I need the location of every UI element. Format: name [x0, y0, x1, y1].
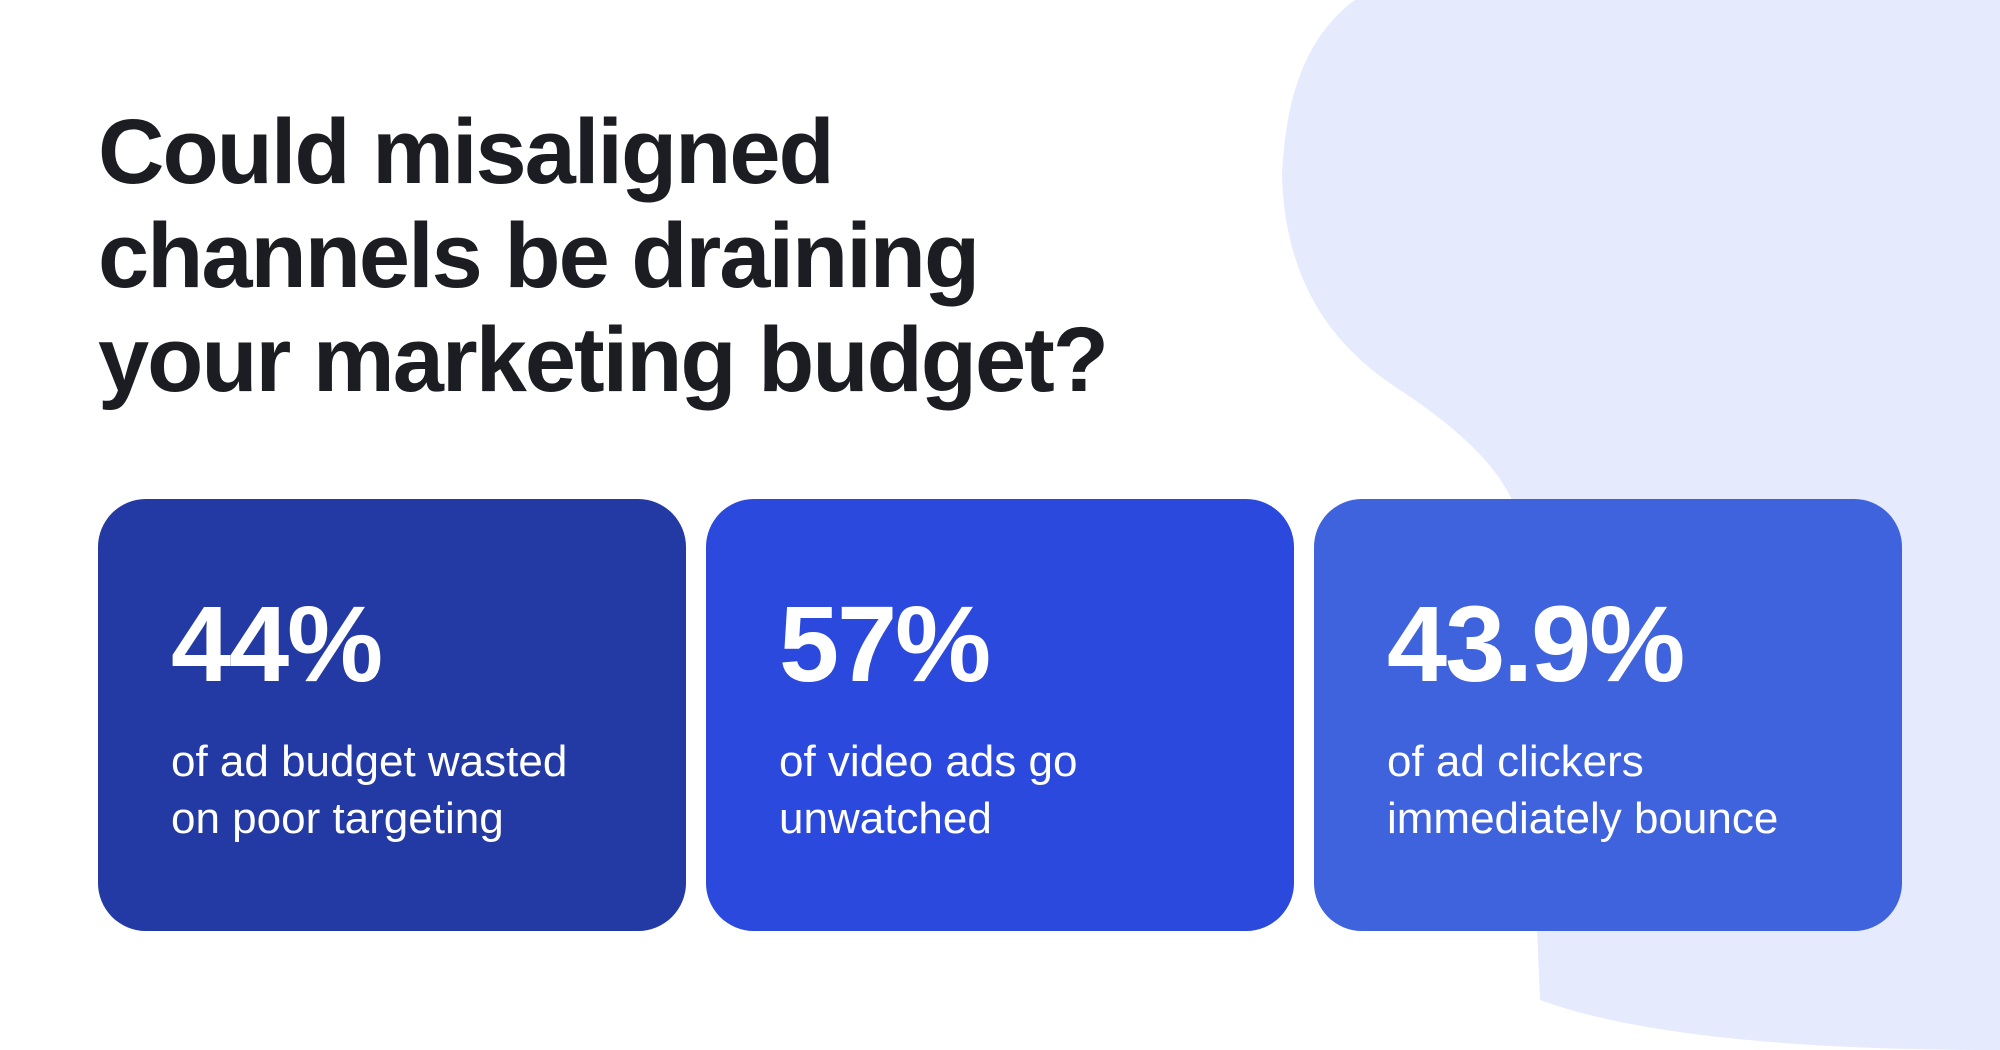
- stat-value: 43.9%: [1387, 583, 1685, 704]
- headline-line-2: channels be draining: [98, 205, 980, 307]
- stat-description-line: of ad budget wasted: [171, 737, 568, 786]
- stat-card-video-ads: 57% of video ads go unwatched: [706, 499, 1294, 931]
- headline-line-1: Could misaligned: [98, 101, 835, 203]
- stat-description: of video ads go unwatched: [779, 733, 1254, 847]
- stat-description-line: on poor targeting: [171, 794, 504, 843]
- stat-value: 44%: [171, 583, 383, 704]
- stat-description: of ad budget wasted on poor targeting: [171, 733, 646, 847]
- headline: Could misaligned channels be draining yo…: [98, 100, 1298, 412]
- stat-description-line: of ad clickers: [1387, 737, 1644, 786]
- stat-cards: 44% of ad budget wasted on poor targetin…: [98, 499, 1902, 931]
- stat-description: of ad clickers immediately bounce: [1387, 733, 1862, 847]
- stat-description-line: of video ads go: [779, 737, 1078, 786]
- stat-value: 57%: [779, 583, 991, 704]
- stat-description-line: unwatched: [779, 794, 992, 843]
- stat-description-line: immediately bounce: [1387, 794, 1779, 843]
- stat-card-ad-clickers: 43.9% of ad clickers immediately bounce: [1314, 499, 1902, 931]
- stat-card-ad-budget: 44% of ad budget wasted on poor targetin…: [98, 499, 686, 931]
- headline-line-3: your marketing budget?: [98, 309, 1109, 411]
